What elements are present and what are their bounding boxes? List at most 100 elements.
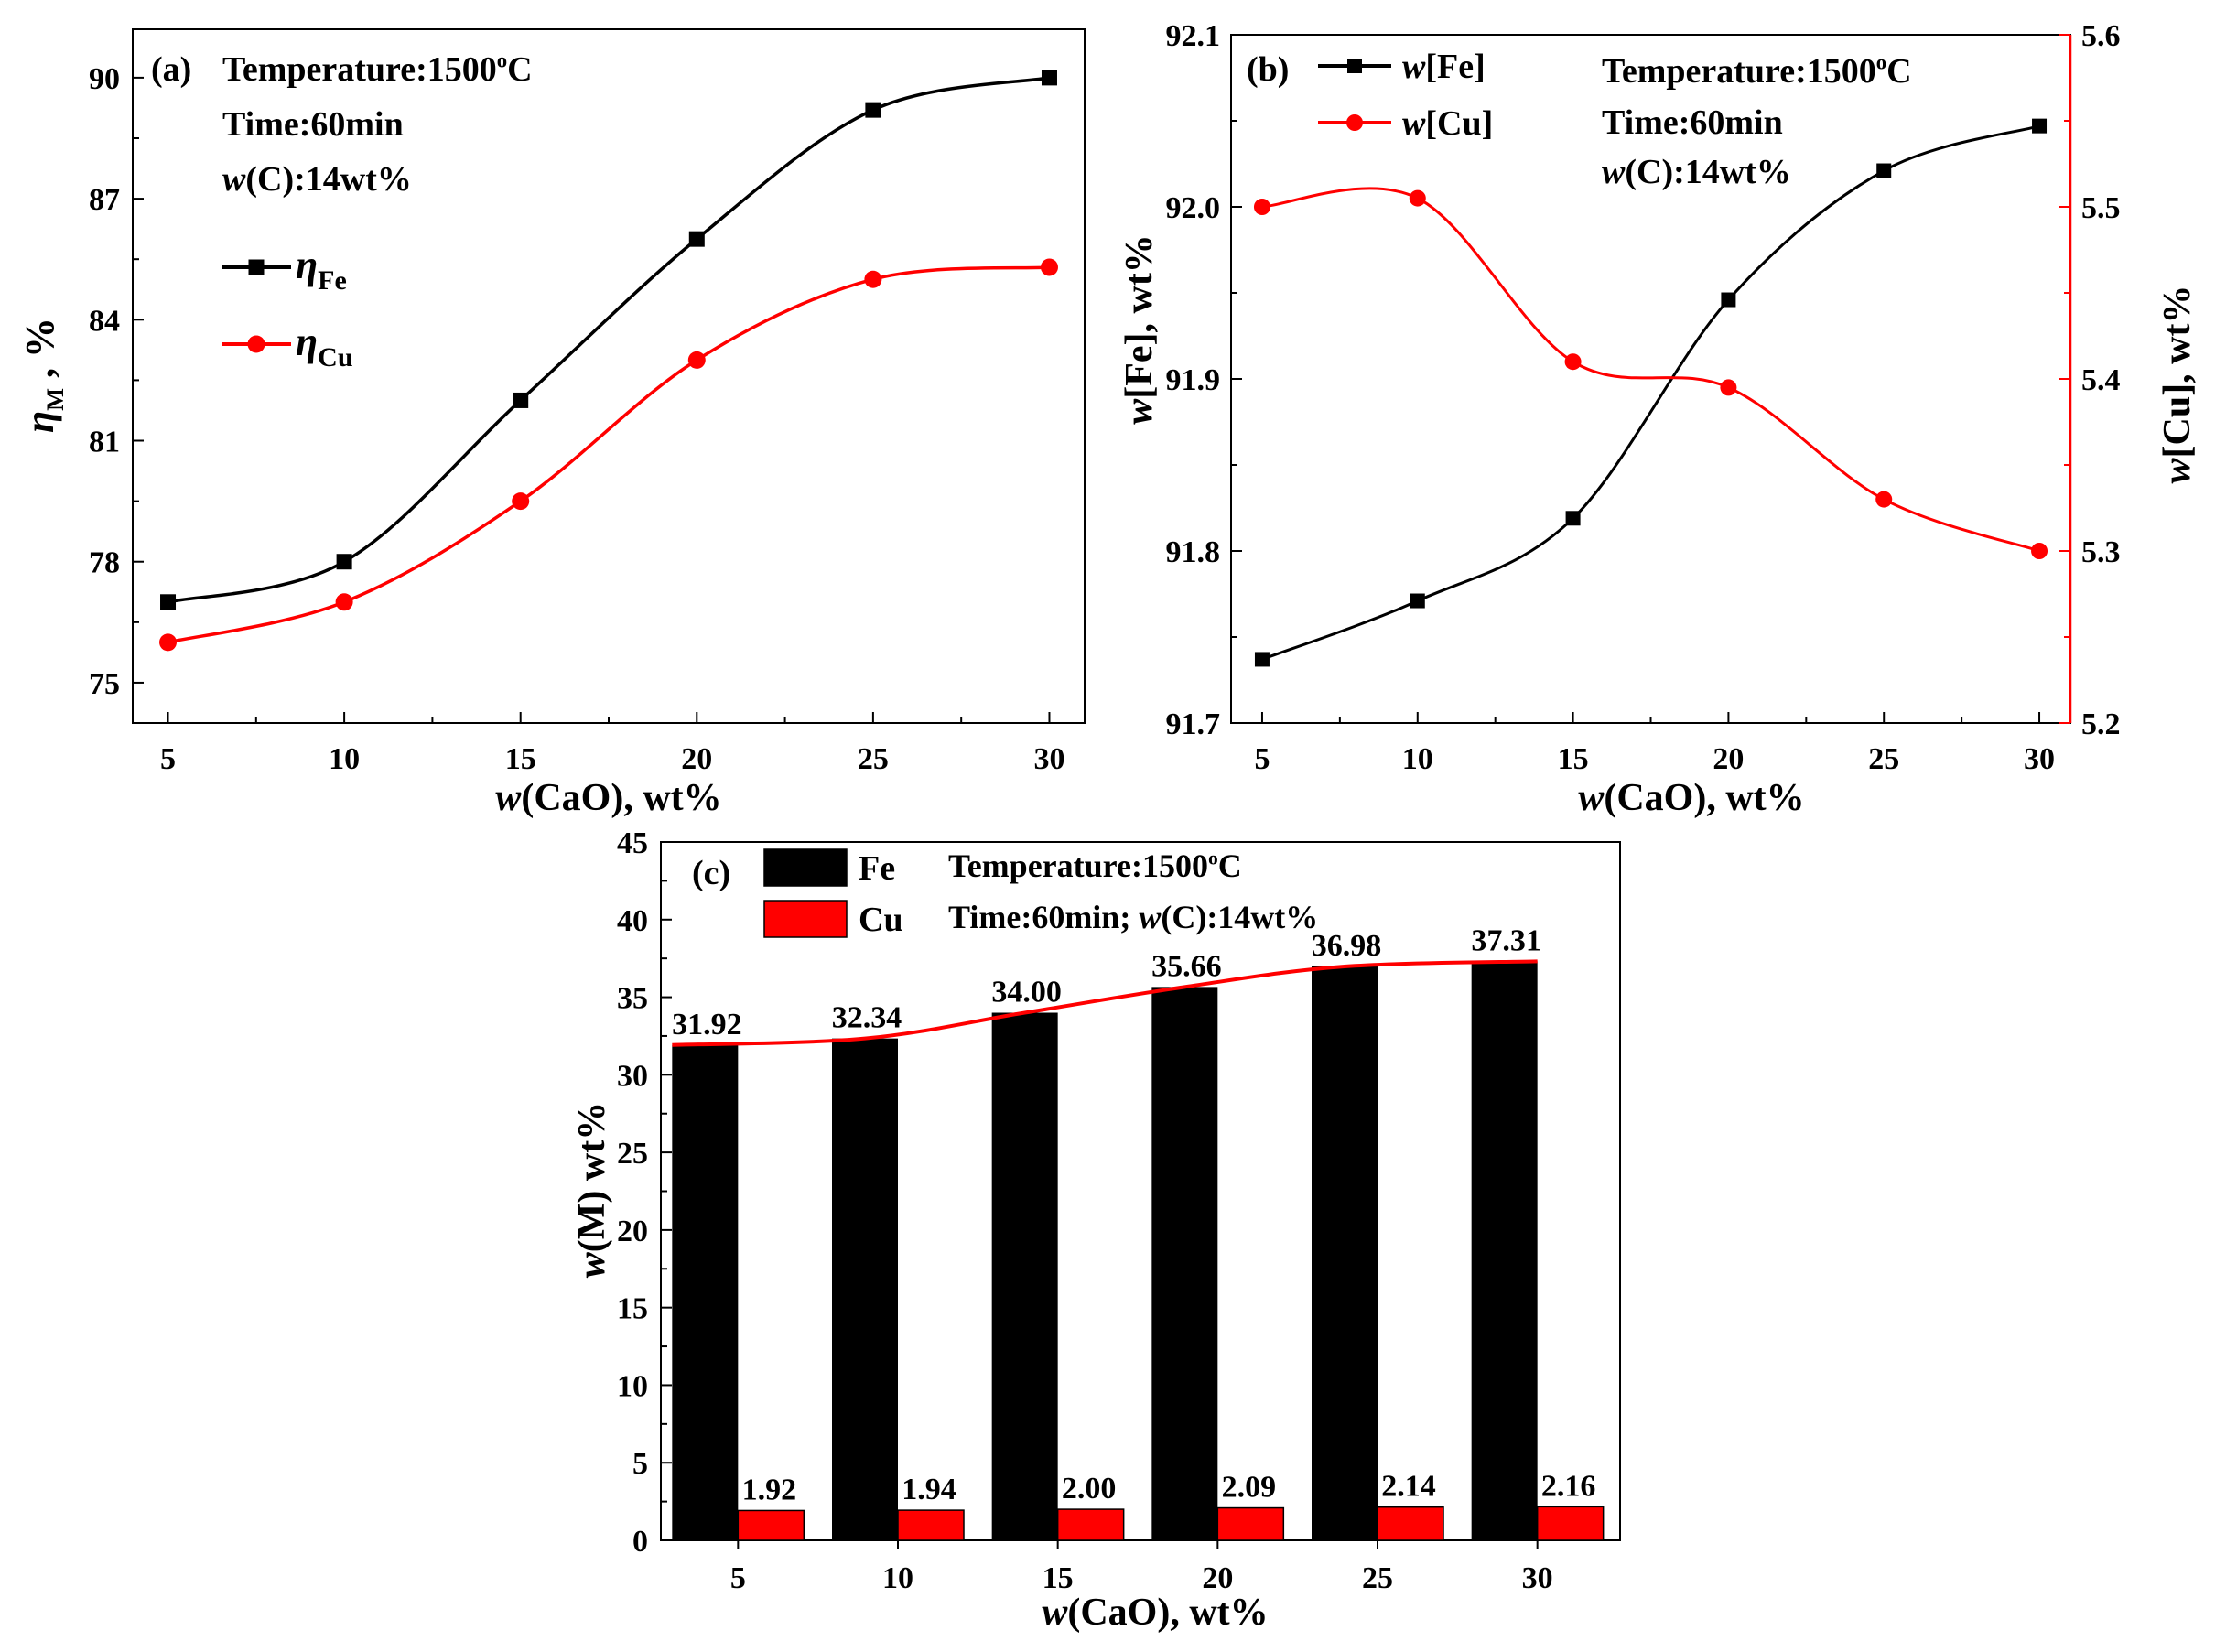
legend-subscript: Cu bbox=[318, 342, 352, 373]
panel-b-point bbox=[1876, 163, 1892, 178]
panel-b-y2tick-label: 5.2 bbox=[2081, 707, 2121, 741]
panel-b-legend-label-run: [Fe] bbox=[1425, 48, 1485, 86]
panel-c-ytick-label: 25 bbox=[617, 1137, 648, 1171]
panel-b-annotation-run: w bbox=[1602, 153, 1626, 191]
panel-a-annotation: w(C):14wt% bbox=[222, 160, 412, 199]
panel-b-annotation-run: C bbox=[1886, 52, 1911, 91]
panel-c-xtick-label: 25 bbox=[1362, 1561, 1393, 1595]
panel-a-ytick-label: 75 bbox=[89, 667, 120, 701]
panel-a-ylabel: ηM , % bbox=[17, 318, 69, 433]
panel-c-xlabel-run: w bbox=[1042, 1592, 1068, 1634]
panel-a-legend-marker bbox=[248, 259, 265, 275]
panel-c-ytick-label: 40 bbox=[617, 904, 648, 938]
panel-b-ytick-label: 91.8 bbox=[1166, 535, 1221, 569]
panel-b-ytick-label: 92.0 bbox=[1166, 191, 1221, 225]
panel-a-xtick-label: 25 bbox=[858, 742, 889, 776]
panel-a-annotation-run: Time:60min bbox=[222, 105, 404, 144]
panel-c-annotation: Temperature:1500oC bbox=[948, 847, 1242, 884]
panel-b-label: (b) bbox=[1247, 50, 1289, 89]
panel-b-ylabel-run: w bbox=[1118, 398, 1161, 425]
panel-b-point bbox=[1254, 652, 1270, 667]
panel-c-ytick-label: 30 bbox=[617, 1059, 648, 1093]
panel-a-ytick-label: 87 bbox=[89, 183, 120, 217]
panel-b-point bbox=[1409, 189, 1426, 207]
panel-b-ytick-label: 91.7 bbox=[1166, 707, 1221, 741]
panel-b-y2tick-label: 5.4 bbox=[2081, 363, 2121, 397]
panel-b-point bbox=[1410, 593, 1425, 609]
panel-c-bar-fe bbox=[832, 1038, 898, 1540]
panel-b-y2label: w[Cu], wt% bbox=[2156, 286, 2199, 484]
legend-symbol: η bbox=[296, 319, 318, 364]
panel-c-bar-fe bbox=[1312, 966, 1378, 1540]
panel-c-bar-cu bbox=[897, 1509, 965, 1541]
panel-a-legend-marker bbox=[247, 335, 265, 353]
panel-b-annotation-run: o bbox=[1876, 51, 1886, 74]
legend-symbol: η bbox=[296, 243, 318, 287]
panel-c-value-label-fe: 34.00 bbox=[991, 976, 1062, 1010]
panel-b-ylabel: w[Fe], wt% bbox=[1118, 234, 1161, 425]
panel-c-xlabel: w(CaO), wt% bbox=[1042, 1592, 1268, 1634]
panel-b-annotation: Temperature:1500oC bbox=[1602, 51, 1912, 91]
panel-c-ytick-label: 15 bbox=[617, 1292, 648, 1326]
panel-a-annotation-run: Temperature:1500 bbox=[222, 50, 497, 89]
panel-a-point-cu bbox=[335, 593, 353, 611]
panel-c-value-label-fe: 36.98 bbox=[1312, 929, 1382, 963]
panel-c-annotation-run: o bbox=[1208, 847, 1218, 869]
panel-b-legend-marker bbox=[1346, 114, 1363, 131]
panel-a-point-cu bbox=[687, 351, 706, 369]
panel-c-xtick-label: 10 bbox=[882, 1561, 913, 1595]
panel-b-point bbox=[1253, 199, 1270, 215]
panel-c-value-label-cu: 2.16 bbox=[1541, 1469, 1596, 1503]
panel-b-y2label-run: w bbox=[2156, 458, 2199, 484]
panel-c-value-label-cu: 2.14 bbox=[1381, 1470, 1436, 1504]
panel-b-y2tick-label: 5.6 bbox=[2081, 19, 2121, 53]
panel-c-bar-cu bbox=[1377, 1506, 1444, 1541]
panel-a-xlabel-run: (CaO), wt% bbox=[521, 777, 721, 819]
panel-a-legend-label: ηFe bbox=[296, 243, 347, 296]
panel-b-annotation-run: Time:60min bbox=[1602, 103, 1783, 142]
panel-b-annotation: Time:60min bbox=[1602, 103, 1783, 142]
legend-subscript: Fe bbox=[318, 265, 347, 296]
panel-a-point-fe bbox=[1041, 70, 1057, 86]
panel-b-y2tick-label: 5.5 bbox=[2081, 191, 2121, 225]
panel-c-ytick-label: 5 bbox=[632, 1447, 648, 1481]
panel-a-ytick-label: 78 bbox=[89, 546, 120, 580]
panel-a-annotation-run: o bbox=[497, 49, 507, 72]
panel-a-xlabel-run: w bbox=[495, 777, 522, 819]
panel-b-legend-label-run: w bbox=[1402, 104, 1426, 143]
panel-c-annotation-run: (C):14wt% bbox=[1161, 899, 1318, 935]
panel-a-ytick-label: 81 bbox=[89, 426, 120, 459]
panel-c-ytick-label: 10 bbox=[617, 1369, 648, 1403]
panel-c-bar-fe bbox=[1151, 987, 1218, 1540]
panel-a-annotation-run: (C):14wt% bbox=[245, 160, 412, 199]
panel-c-value-label-cu: 1.94 bbox=[902, 1473, 956, 1506]
panel-c-ytick-label: 35 bbox=[617, 982, 648, 1016]
panel-b-point bbox=[1564, 353, 1582, 371]
panel-a-ytick-label: 84 bbox=[89, 304, 120, 338]
panel-c-bar-fe bbox=[672, 1044, 739, 1540]
panel-c-xtick-label: 5 bbox=[730, 1561, 746, 1595]
panel-b-xtick-label: 25 bbox=[1868, 742, 1899, 776]
panel-c-value-label-fe: 35.66 bbox=[1151, 949, 1222, 983]
panel-b-annotation-run: Temperature:1500 bbox=[1602, 52, 1876, 91]
panel-c-bar-cu bbox=[737, 1509, 805, 1541]
panel-c-legend-label: Cu bbox=[859, 901, 903, 939]
panel-a-point-fe bbox=[160, 594, 177, 610]
panel-b-ylabel-run: [Fe], wt% bbox=[1118, 234, 1161, 399]
panel-c-label: (c) bbox=[692, 854, 730, 892]
panel-c-annotation-run: C bbox=[1218, 848, 1242, 884]
panel-a-ylabel-run: η bbox=[17, 411, 62, 433]
panel-c-value-label-cu: 2.00 bbox=[1062, 1472, 1117, 1506]
panel-c-xtick-label: 20 bbox=[1202, 1561, 1233, 1595]
panel-c-value-label-fe: 37.31 bbox=[1471, 923, 1541, 957]
panel-b-y2label-run: [Cu], wt% bbox=[2156, 286, 2199, 459]
panel-b-point bbox=[1875, 491, 1893, 508]
panel-a-point-cu bbox=[1040, 258, 1058, 276]
panel-b-xtick-label: 5 bbox=[1254, 742, 1270, 776]
panel-b-legend-label: w[Fe] bbox=[1402, 48, 1486, 86]
panel-c-value-label-fe: 31.92 bbox=[672, 1008, 742, 1042]
panel-a-point-cu bbox=[159, 633, 178, 652]
panel-a-legend-label: ηCu bbox=[296, 319, 353, 373]
panel-c-value-label-fe: 32.34 bbox=[832, 1001, 902, 1035]
panel-a-xtick-label: 15 bbox=[505, 742, 536, 776]
